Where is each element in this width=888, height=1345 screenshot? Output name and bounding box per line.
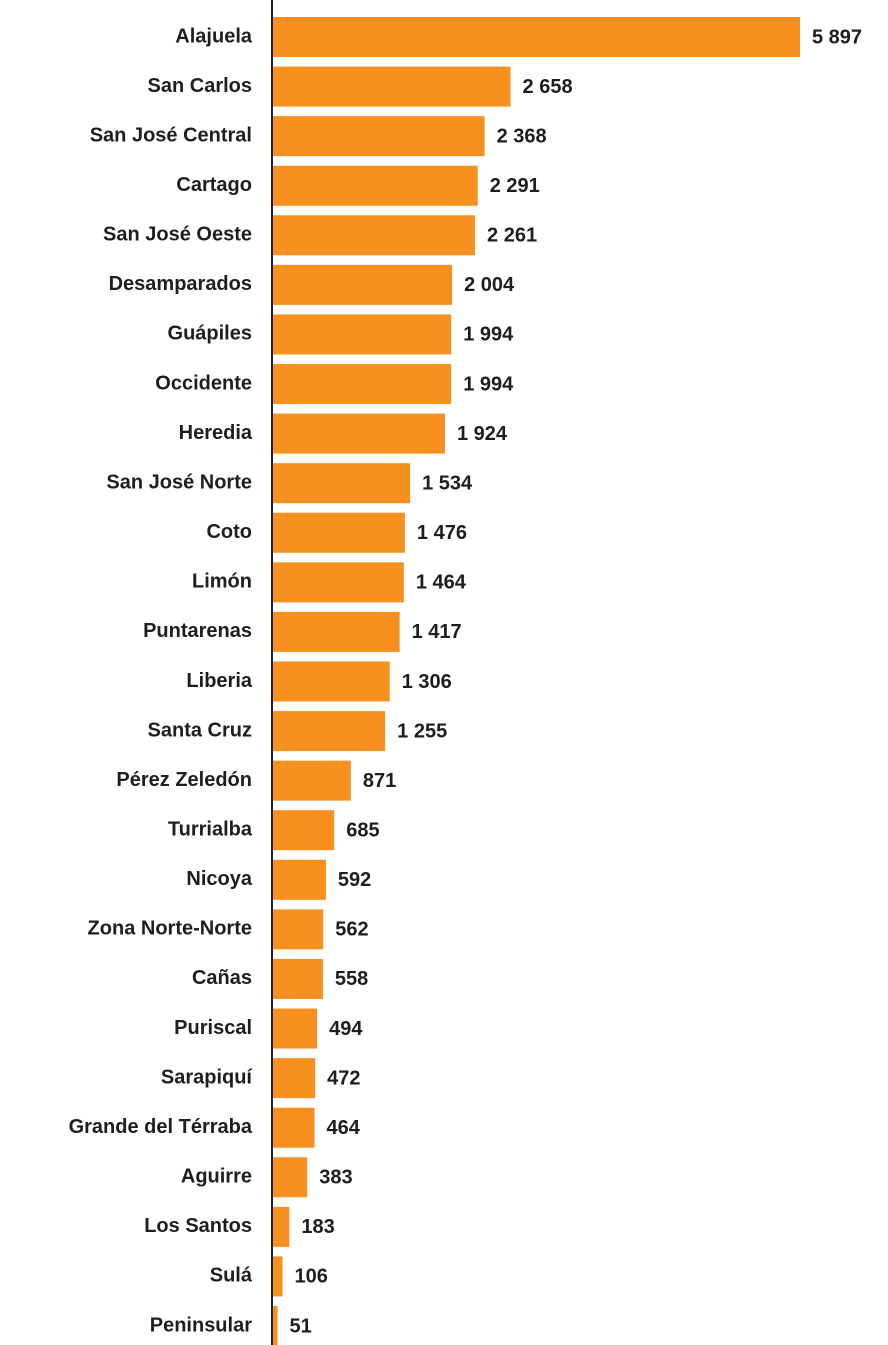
data-label: 2 658 [523,76,573,98]
data-label: 685 [346,820,379,842]
category-label: Coto [206,521,252,543]
category-label: Desamparados [109,273,252,295]
category-label: Turrialba [168,819,253,841]
data-label: 1 924 [457,423,508,445]
bar [273,264,453,305]
category-label: Puntarenas [143,620,252,642]
data-label: 472 [327,1067,360,1089]
category-label: Peninsular [150,1314,252,1336]
bar [273,66,511,107]
bar [273,562,404,603]
data-label: 51 [290,1315,312,1337]
category-label: Pérez Zeledón [116,769,252,791]
data-label: 1 994 [463,373,514,395]
data-label: 558 [335,968,368,990]
bar [273,116,485,157]
category-label: Cañas [192,967,252,989]
bar [273,1157,308,1198]
data-label: 1 534 [422,472,473,494]
category-label: Occidente [155,372,252,394]
data-label: 1 417 [412,621,462,643]
bar [273,909,324,950]
category-label: Sulá [210,1265,253,1287]
data-label: 106 [294,1266,327,1288]
bar [273,1206,290,1247]
data-label: 464 [326,1117,360,1139]
bar [273,364,452,405]
bar [273,165,478,206]
bar [273,760,351,801]
data-label: 183 [301,1216,334,1238]
bar [273,512,405,553]
category-label: San José Oeste [103,224,252,246]
data-label: 592 [338,869,371,891]
category-label: Guápiles [168,323,252,345]
category-label: Santa Cruz [148,719,252,741]
category-label: San José Central [90,124,252,146]
bar [273,215,476,256]
bar [273,1107,315,1148]
bar [273,17,800,57]
bar [273,413,445,454]
bar [273,1256,283,1297]
data-label: 2 004 [464,274,515,296]
bar [273,1008,318,1049]
category-label: Zona Norte-Norte [88,918,252,940]
bar [273,810,335,851]
bar [273,661,390,702]
data-label: 562 [335,919,368,941]
bar [273,859,326,900]
category-label: San Carlos [148,75,252,97]
data-label: 1 255 [397,720,447,742]
data-label: 383 [319,1167,352,1189]
data-label: 2 291 [490,175,540,197]
category-label: Cartago [176,174,252,196]
category-label: Liberia [186,670,252,692]
data-label: 2 261 [487,225,537,247]
bar [273,1306,278,1345]
data-label: 871 [363,770,396,792]
category-label: Aguirre [181,1166,252,1188]
bar [273,1058,316,1099]
data-label: 2 368 [497,125,547,147]
data-label: 1 464 [416,572,467,594]
category-label: San José Norte [106,471,252,493]
bar [273,463,411,504]
category-label: Alajuela [175,25,253,47]
category-label: Puriscal [174,1017,252,1039]
category-label: Sarapiquí [161,1066,254,1088]
category-label: Grande del Térraba [69,1116,253,1138]
category-label: Limón [192,571,252,593]
bar [273,611,400,652]
bar [273,958,323,999]
bar [273,711,386,752]
data-label: 5 897 [812,26,862,48]
data-label: 1 476 [417,522,467,544]
data-label: 1 994 [463,324,514,346]
category-label: Nicoya [186,868,252,890]
data-label: 494 [329,1018,363,1040]
category-label: Heredia [179,422,253,444]
category-label: Los Santos [144,1215,252,1237]
bar [273,314,452,355]
data-label: 1 306 [402,671,452,693]
